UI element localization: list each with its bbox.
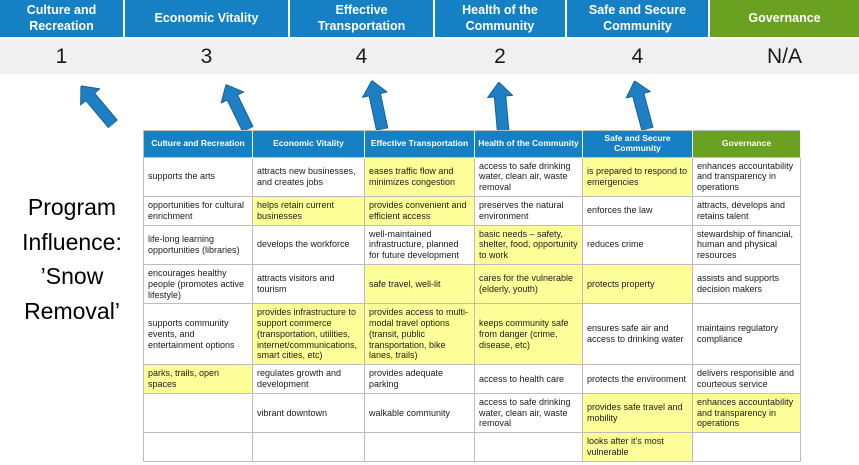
matrix-cell [252, 432, 365, 462]
matrix-cell: encourages healthy people (promotes acti… [143, 263, 253, 305]
matrix-cell: opportunities for cultural enrichment [143, 195, 253, 226]
score-health-of-the-community: 2 [494, 44, 506, 68]
matrix-cell: assists and supports decision makers [692, 263, 801, 305]
matrix-row: vibrant downtown walkable community access… [143, 392, 801, 434]
matrix-cell: attracts visitors and tourism [252, 263, 365, 305]
matrix-row: opportunities for cultural enrichment hel… [143, 195, 801, 226]
matrix-cell-highlighted: provides convenient and efficient access [364, 195, 475, 226]
matrix-cell: supports community events, and entertain… [143, 303, 253, 366]
pillar-header-culture-and-recreation: Culture and Recreation [0, 0, 123, 37]
matrix-cell: regulates growth and development [252, 364, 365, 394]
matrix-header-effective-transportation: Effective Transportation [364, 130, 475, 158]
score-row: 1 3 4 2 4 N/A [0, 39, 859, 74]
matrix-cell: walkable community [364, 392, 475, 434]
matrix-cell: enhances accountability and transparency… [692, 156, 801, 197]
matrix-cell [364, 432, 475, 462]
matrix-cell: vibrant downtown [252, 392, 365, 434]
matrix-header-safe-and-secure-community: Safe and Secure Community [582, 130, 693, 158]
matrix-cell-highlighted: eases traffic flow and minimizes congest… [364, 156, 475, 197]
matrix-row: life-long learning opportunities (librar… [143, 224, 801, 265]
up-arrow-icon [622, 77, 660, 132]
matrix-cell: reduces crime [582, 224, 693, 265]
matrix-cell [143, 432, 253, 462]
matrix-cell-highlighted: provides access to multi-modal travel op… [364, 303, 475, 366]
matrix-cell-highlighted: enhances accountability and transparency… [692, 392, 801, 434]
matrix-cell-highlighted: parks, trails, open spaces [143, 364, 253, 394]
matrix-cell-highlighted: basic needs – safety, shelter, food, opp… [474, 224, 583, 265]
matrix-cell: develops the workforce [252, 224, 365, 265]
matrix-row: parks, trails, open spaces regulates grow… [143, 364, 801, 394]
matrix-cell-highlighted: cares for the vulnerable (elderly, youth… [474, 263, 583, 305]
matrix-cell-highlighted: provides safe travel and mobility [582, 392, 693, 434]
matrix-cell-highlighted: looks after it's most vulnerable [582, 432, 693, 462]
matrix-cell: access to safe drinking water, clean air… [474, 156, 583, 197]
score-governance: N/A [766, 44, 802, 68]
matrix-body: supports the arts attracts new businesses… [143, 156, 801, 462]
pillar-header-health-of-the-community: Health of the Community [435, 0, 565, 37]
matrix-cell-highlighted: keeps community safe from danger (crime,… [474, 303, 583, 366]
matrix-cell: preserves the natural environment [474, 195, 583, 226]
program-title: Program Influence: ’Snow Removal’ [22, 194, 122, 324]
matrix-cell [143, 392, 253, 434]
matrix-cell: maintains regulatory compliance [692, 303, 801, 366]
score-culture-and-recreation: 1 [55, 44, 68, 68]
matrix-cell: delivers responsible and courteous servi… [692, 364, 801, 394]
matrix-cell: enforces the law [582, 195, 693, 226]
pillar-header-row: Culture and Recreation Economic Vitality… [0, 0, 859, 37]
matrix-row: supports the arts attracts new businesses… [143, 156, 801, 197]
up-arrow-icon [71, 77, 123, 132]
matrix-header-row: Culture and Recreation Economic Vitality E… [143, 130, 801, 158]
influence-matrix: Culture and Recreation Economic Vitality E… [143, 130, 801, 462]
matrix-header-governance: Governance [692, 130, 801, 158]
matrix-header-economic-vitality: Economic Vitality [252, 130, 365, 158]
matrix-row: looks after it's most vulnerable [143, 432, 801, 462]
score-effective-transportation: 4 [355, 44, 368, 68]
score-safe-and-secure-community: 4 [631, 44, 644, 68]
up-arrow-icon [359, 78, 395, 132]
matrix-cell-highlighted: provides infrastructure to support comme… [252, 303, 365, 366]
matrix-row: supports community events, and entertain… [143, 303, 801, 366]
matrix-cell [474, 432, 583, 462]
pillar-header-safe-and-secure-community: Safe and Secure Community [567, 0, 708, 37]
matrix-cell: access to health care [474, 364, 583, 394]
pillar-header-economic-vitality: Economic Vitality [125, 0, 288, 37]
matrix-header-health-of-the-community: Health of the Community [474, 130, 583, 158]
matrix-cell: life-long learning opportunities (librar… [143, 224, 253, 265]
matrix-cell-highlighted: helps retain current businesses [252, 195, 365, 226]
matrix-row: encourages healthy people (promotes acti… [143, 263, 801, 305]
matrix-cell-highlighted: is prepared to respond to emergencies [582, 156, 693, 197]
matrix-header-culture-and-recreation: Culture and Recreation [143, 130, 253, 158]
matrix-cell [692, 432, 801, 462]
up-arrow-icon [214, 79, 259, 135]
matrix-cell: attracts new businesses, and creates job… [252, 156, 365, 197]
matrix-cell-highlighted: safe travel, well-lit [364, 263, 475, 305]
pillar-header-governance: Governance [710, 0, 859, 37]
score-economic-vitality: 3 [200, 44, 213, 68]
matrix-cell: attracts, develops and retains talent [692, 195, 801, 226]
matrix-cell: stewardship of financial, human and phys… [692, 224, 801, 265]
matrix-cell: access to safe drinking water, clean air… [474, 392, 583, 434]
matrix-cell: well-maintained infrastructure, planned … [364, 224, 475, 265]
matrix-cell: protects the environment [582, 364, 693, 394]
matrix-cell: ensures safe air and access to drinking … [582, 303, 693, 366]
matrix-cell-highlighted: protects property [582, 263, 693, 305]
up-arrow-icon [486, 81, 516, 133]
matrix-cell: supports the arts [143, 156, 253, 197]
matrix-cell: provides adequate parking [364, 364, 475, 394]
pillar-header-effective-transportation: Effective Transportation [290, 0, 433, 37]
